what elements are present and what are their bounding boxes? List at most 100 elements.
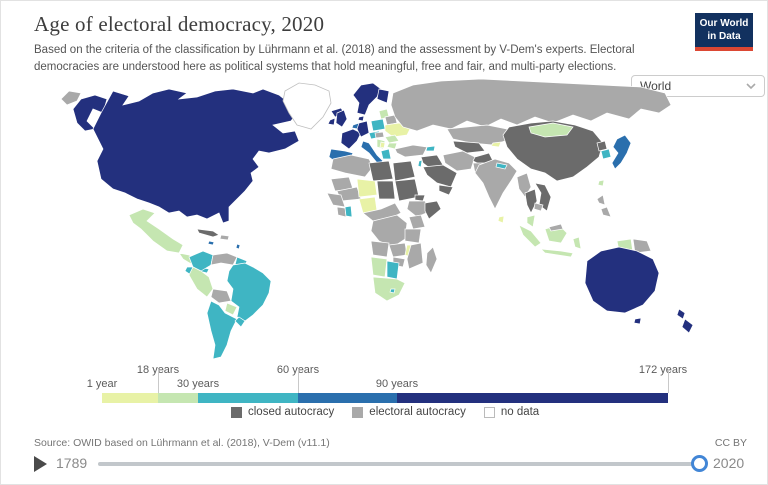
map-region-uruguay[interactable]	[234, 316, 246, 328]
map-region-chukotka[interactable]	[60, 90, 82, 106]
map-region-jamaica[interactable]	[207, 240, 215, 246]
map-region-nepal[interactable]	[495, 162, 508, 170]
owid-logo[interactable]: Our World in Data	[695, 13, 753, 51]
map-region-yemen-oman[interactable]	[438, 184, 454, 196]
chart-title: Age of electoral democracy, 2020	[34, 12, 325, 36]
map-region-new-zealand[interactable]	[676, 308, 694, 334]
map-region-saudi-arabia[interactable]	[422, 164, 458, 188]
map-region-canada-usa[interactable]	[92, 88, 300, 224]
map-region-india[interactable]	[474, 158, 518, 210]
map-region-china[interactable]	[502, 120, 604, 182]
map-region-finland[interactable]	[376, 88, 390, 104]
legend-bin-60-90[interactable]	[298, 393, 397, 403]
map-region-turkey[interactable]	[394, 144, 428, 158]
map-region-cambodia[interactable]	[533, 202, 544, 212]
map-region-romania[interactable]	[384, 134, 400, 144]
map-region-south-africa[interactable]	[372, 276, 406, 302]
map-region-mexico[interactable]	[128, 208, 184, 254]
map-region-philippines[interactable]	[596, 194, 612, 218]
electoral-autocracy-swatch	[352, 406, 364, 418]
map-region-zambia[interactable]	[388, 242, 408, 258]
map-region-bulgaria[interactable]	[386, 142, 398, 150]
map-region-australia[interactable]	[584, 246, 660, 314]
legend-category-no-data[interactable]: no data	[483, 406, 539, 418]
map-region-tanzania[interactable]	[404, 228, 422, 244]
map-region-brazil[interactable]	[226, 262, 272, 322]
map-region-chad[interactable]	[376, 180, 396, 200]
license-link[interactable]: CC BY	[714, 437, 747, 449]
map-region-taiwan[interactable]	[597, 179, 605, 187]
legend-category-closed-autocracy[interactable]: closed autocracy	[231, 406, 334, 418]
map-region-madagascar[interactable]	[425, 246, 438, 274]
map-region-mongolia[interactable]	[528, 122, 574, 138]
legend-tick-mark	[298, 369, 299, 393]
map-region-greece[interactable]	[380, 148, 392, 160]
map-region-bolivia[interactable]	[210, 288, 232, 304]
map-region-mozambique[interactable]	[406, 242, 424, 270]
map-region-namibia[interactable]	[370, 256, 388, 278]
legend-bin-90-172[interactable]	[397, 393, 668, 403]
map-region-japan[interactable]	[611, 134, 632, 170]
map-region-greenland[interactable]	[282, 82, 332, 130]
map-region-ghana[interactable]	[344, 205, 353, 218]
map-region-united-kingdom[interactable]	[335, 109, 348, 128]
map-region-egypt[interactable]	[392, 160, 416, 182]
map-region-germany[interactable]	[356, 120, 370, 138]
map-region-somalia[interactable]	[424, 200, 442, 220]
map-region-papua-new-guinea[interactable]	[632, 238, 652, 254]
map-region-vietnam-laos[interactable]	[534, 182, 552, 212]
map-region-niger[interactable]	[356, 178, 378, 198]
play-icon[interactable]	[34, 456, 47, 472]
legend-bin-30-60[interactable]	[198, 393, 298, 403]
map-region-eritrea[interactable]	[414, 194, 426, 202]
legend-bin-18-30[interactable]	[158, 393, 198, 403]
map-region-lesotho[interactable]	[389, 288, 396, 294]
map-region-sumatra[interactable]	[518, 224, 542, 248]
map-region-ireland[interactable]	[327, 117, 336, 126]
map-region-norway-sweden[interactable]	[352, 82, 382, 116]
map-region-israel[interactable]	[417, 159, 423, 168]
map-region-argentina-chile[interactable]	[206, 300, 238, 360]
map-region-angola[interactable]	[370, 240, 390, 258]
map-region-malaysia[interactable]	[526, 214, 536, 228]
legend-tick-mark	[158, 369, 159, 393]
map-region-north-korea[interactable]	[596, 140, 608, 152]
legend-tick-label: 172 years	[638, 364, 688, 376]
map-region-poland[interactable]	[370, 118, 386, 132]
legend-color-bar[interactable]	[102, 393, 668, 403]
map-region-hispaniola[interactable]	[219, 234, 230, 241]
legend-bin-1-18[interactable]	[102, 393, 158, 403]
map-region-dr-congo[interactable]	[370, 214, 408, 248]
map-region-antilles[interactable]	[235, 243, 241, 250]
map-region-hungary-slovakia[interactable]	[374, 131, 385, 139]
map-region-kazakhstan[interactable]	[446, 124, 512, 146]
map-region-south-korea[interactable]	[600, 148, 612, 160]
map-region-cuba[interactable]	[196, 228, 220, 238]
map-region-borneo-malaysia[interactable]	[548, 223, 564, 232]
map-region-kyrgyzstan[interactable]	[490, 141, 502, 148]
map-region-russia[interactable]	[390, 78, 672, 132]
map-region-morocco-algeria[interactable]	[330, 154, 374, 178]
map-region-cote-divoire[interactable]	[336, 206, 347, 218]
region-dropdown[interactable]: World	[631, 75, 765, 97]
map-region-uzbekistan-turkmenistan[interactable]	[452, 140, 486, 154]
map-region-france[interactable]	[340, 128, 362, 150]
map-region-java[interactable]	[540, 248, 574, 258]
map-region-paraguay[interactable]	[224, 302, 238, 316]
map-region-sulawesi[interactable]	[572, 236, 582, 250]
map-region-tasmania[interactable]	[633, 317, 642, 325]
map-region-libya[interactable]	[368, 160, 394, 182]
timeline-handle[interactable]	[691, 455, 708, 472]
map-region-peru[interactable]	[188, 266, 214, 298]
chevron-down-icon	[746, 83, 756, 90]
timeline-start-year: 1789	[56, 455, 88, 471]
map-region-kenya[interactable]	[408, 214, 426, 230]
legend-category-electoral-autocracy[interactable]: electoral autocracy	[352, 406, 466, 418]
map-region-venezuela[interactable]	[210, 252, 238, 266]
map-region-serbia[interactable]	[379, 141, 386, 149]
timeline-track[interactable]	[98, 462, 695, 466]
map-region-caucasus[interactable]	[425, 145, 436, 152]
map-region-denmark[interactable]	[357, 115, 365, 122]
map-region-sri-lanka[interactable]	[497, 215, 505, 224]
map-region-botswana[interactable]	[386, 260, 400, 280]
